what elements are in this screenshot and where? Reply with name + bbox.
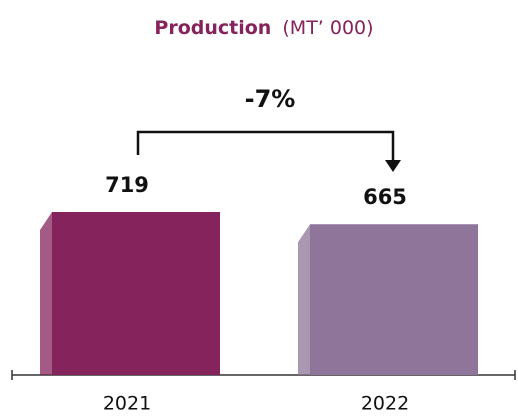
data-label: 665 [363,185,407,209]
chart-unit: (MT’ 000) [282,17,373,39]
chart-heading: Production (MT’ 000) [154,17,373,39]
x-tick-label: 2021 [103,393,151,415]
change-annotation: -7% [245,85,296,113]
chart-title: Production [154,17,271,39]
bar-side [298,224,310,375]
bar [52,212,220,375]
data-label: 719 [105,173,149,197]
bar-side [40,212,52,375]
bar [310,224,478,375]
x-tick-label: 2022 [361,393,409,415]
change-arrowhead [385,160,401,172]
change-bracket [136,130,395,162]
